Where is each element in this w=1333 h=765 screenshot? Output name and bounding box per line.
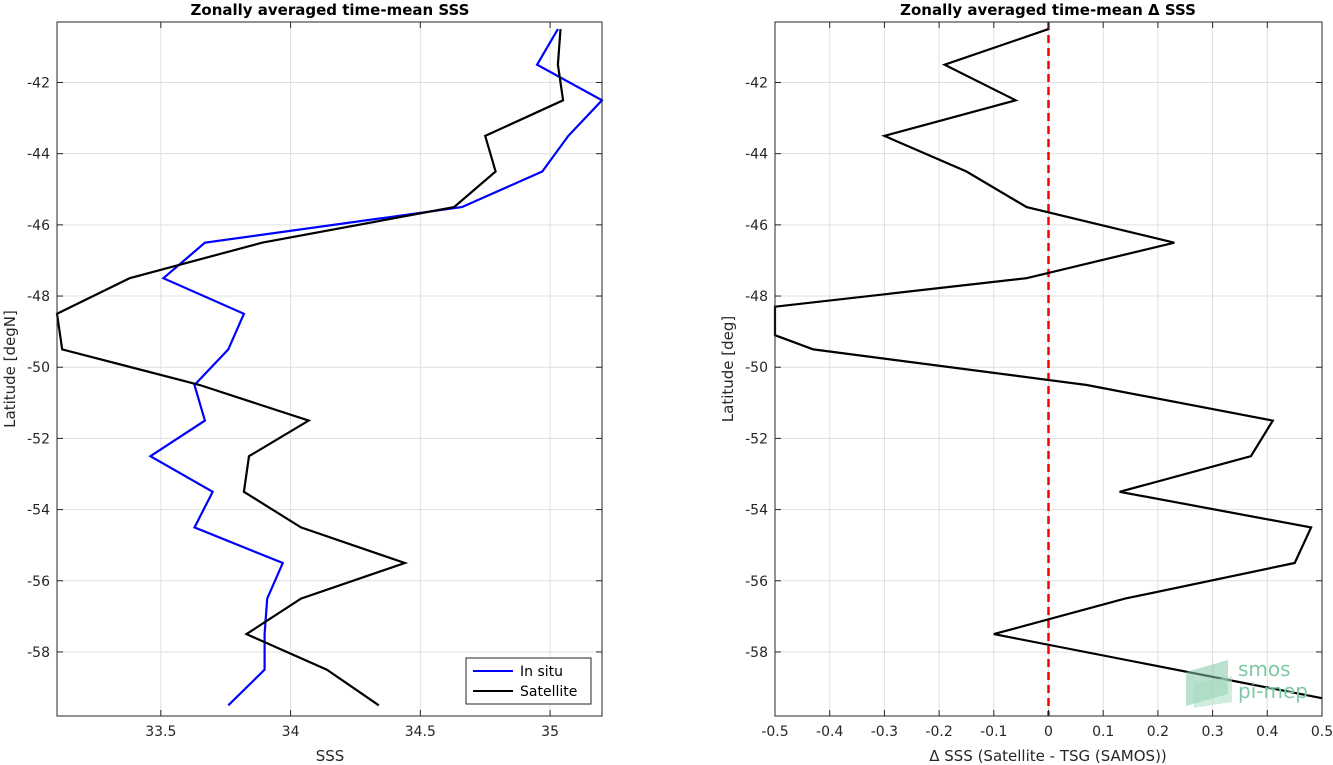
right-x-axis-label: Δ SSS (Satellite - TSG (SAMOS)) — [929, 747, 1167, 765]
left-y-tick-label: -56 — [27, 574, 50, 590]
left-y-axis-label: Latitude [degN] — [1, 310, 19, 428]
right-x-tick-label: -0.5 — [761, 724, 788, 740]
right-delta-sss-line — [773, 28, 1323, 700]
left-plot-area — [57, 22, 602, 716]
left-y-tick-label: -52 — [27, 431, 50, 447]
right-y-tick-label: -52 — [745, 431, 768, 447]
right-x-tick-label: -0.4 — [816, 724, 843, 740]
legend-label-in-situ: In situ — [520, 664, 563, 680]
left-y-tick-label: -50 — [27, 360, 50, 376]
right-x-tick-label: -0.2 — [925, 724, 952, 740]
right-y-tick-label: -58 — [745, 645, 768, 661]
right-y-axis-label: Latitude [deg] — [719, 316, 737, 422]
right-x-tick-label: 0.2 — [1147, 724, 1169, 740]
logo-text-pi-mep: pi-mep — [1238, 679, 1308, 703]
right-x-tick-label: 0.5 — [1311, 724, 1333, 740]
left-y-tick-label: -54 — [27, 503, 50, 519]
right-y-tick-label: -54 — [745, 503, 768, 519]
right-series — [773, 28, 1323, 700]
right-x-tick-labels: -0.5 -0.4 -0.3 -0.2 -0.1 0 0.1 0.2 0.3 0.4 0.5 — [761, 724, 1333, 740]
legend-box — [465, 657, 592, 705]
left-y-tick-labels: -58 -56 -54 -52 -50 -48 -46 -44 -42 — [27, 76, 50, 661]
left-in-situ-line — [148, 28, 604, 707]
right-axes-box — [774, 21, 1323, 717]
right-y-tick-label: -42 — [745, 76, 768, 92]
smos-pi-mep-logo: smos pi-mep — [1186, 657, 1308, 708]
left-y-tick-label: -46 — [27, 218, 50, 234]
right-axes-frame — [774, 21, 1323, 717]
logo-text-smos: smos — [1238, 657, 1291, 681]
left-x-tick-labels: 33.5 34 34.5 35 — [145, 724, 559, 740]
left-x-tick-label: 35 — [541, 724, 559, 740]
left-series — [55, 28, 604, 707]
right-x-tick-label: -0.3 — [871, 724, 898, 740]
right-x-tick-label: 0.3 — [1201, 724, 1223, 740]
left-chart-title: Zonally averaged time-mean SSS — [191, 1, 470, 19]
right-x-tick-label: 0 — [1044, 724, 1053, 740]
right-x-tick-label: 0.4 — [1256, 724, 1278, 740]
logo-mark-front — [1194, 676, 1232, 708]
left-x-axis-label: SSS — [316, 747, 345, 765]
left-x-tick-label: 34 — [282, 724, 300, 740]
legend: In situ Satellite — [465, 657, 592, 705]
right-chart-panel: -0.5 -0.4 -0.3 -0.2 -0.1 0 0.1 0.2 0.3 0.4 0.5 -58… — [719, 1, 1333, 765]
legend-label-satellite: Satellite — [520, 684, 577, 700]
left-x-tick-label: 33.5 — [145, 724, 176, 740]
right-y-tick-label: -46 — [745, 218, 768, 234]
right-chart-title: Zonally averaged time-mean Δ SSS — [900, 1, 1196, 19]
left-y-tick-label: -48 — [27, 289, 50, 305]
left-y-tick-label: -58 — [27, 645, 50, 661]
left-y-tick-label: -42 — [27, 76, 50, 92]
left-x-tick-label: 34.5 — [405, 724, 436, 740]
right-y-tick-labels: -58 -56 -54 -52 -50 -48 -46 -44 -42 — [745, 76, 768, 661]
right-x-tick-label: -0.1 — [980, 724, 1007, 740]
right-y-tick-label: -48 — [745, 289, 768, 305]
left-axes-box — [56, 21, 603, 717]
right-y-tick-label: -56 — [745, 574, 768, 590]
right-x-tick-label: 0.1 — [1092, 724, 1114, 740]
right-y-tick-label: -50 — [745, 360, 768, 376]
left-axes-frame — [56, 21, 603, 717]
left-grid — [57, 22, 602, 716]
left-y-tick-label: -44 — [27, 147, 50, 163]
left-chart-panel: 33.5 34 34.5 35 -58 -56 -54 -52 -50 -48 -46 -44 -42… — [1, 1, 604, 765]
left-satellite-line — [55, 29, 565, 707]
right-y-tick-label: -44 — [745, 147, 768, 163]
